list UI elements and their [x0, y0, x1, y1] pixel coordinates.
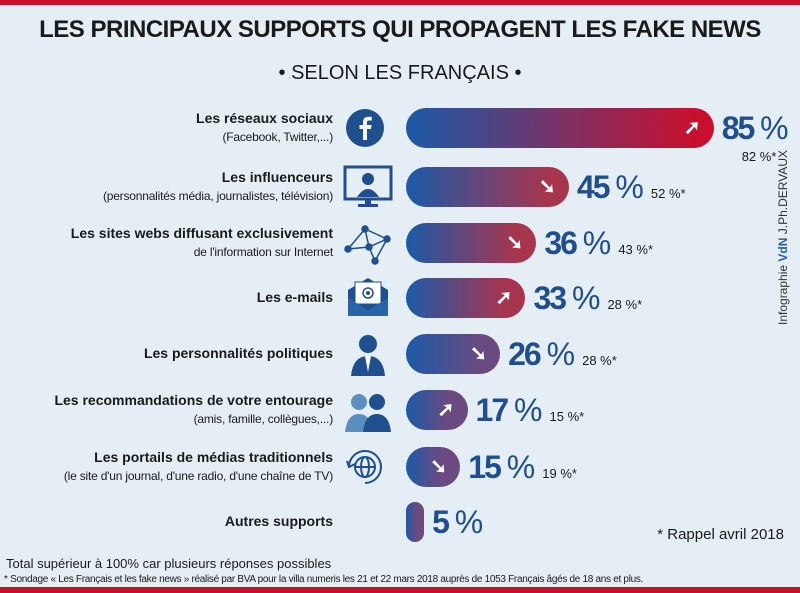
trend-up-arrow-icon: ➚: [683, 117, 701, 139]
previous-value: 15 %*: [549, 409, 585, 424]
row-label: Les influenceurs (personnalités média, jo…: [0, 168, 333, 206]
row-label-main: Autres supports: [224, 513, 333, 529]
credit-author: J.Ph.DERVAUX: [776, 150, 790, 235]
top-accent-bar: [0, 0, 800, 5]
bar: [406, 167, 569, 207]
bar-row: Les réseaux sociaux (Facebook, Twitter,..…: [0, 103, 800, 164]
globe-icon: [343, 445, 393, 489]
bar-row: Les influenceurs (personnalités média, jo…: [0, 162, 800, 212]
politician-icon: [343, 332, 393, 376]
value-label: 36 %: [544, 225, 611, 261]
row-label-main: Les réseaux sociaux: [196, 110, 333, 126]
row-label: Les portails de médias traditionnels (le …: [0, 448, 333, 486]
credit: Infographie VdN J.Ph.DERVAUX: [776, 150, 790, 325]
trend-up-arrow-icon: ➚: [437, 399, 455, 421]
value-label: 45 %: [576, 169, 644, 205]
row-label: Les réseaux sociaux (Facebook, Twitter,..…: [0, 109, 333, 147]
row-label-sub: (le site d'un journal, d'une radio, d'un…: [63, 469, 333, 483]
row-label: Les e-mails: [0, 288, 333, 307]
row-label: Autres supports: [0, 512, 333, 531]
network-icon: [343, 221, 393, 265]
bar: [406, 278, 526, 318]
row-label-sub: (amis, famille, collègues,...): [193, 412, 334, 426]
previous-value: 52 %*: [650, 186, 686, 201]
rappel-note: * Rappel avril 2018: [657, 526, 784, 543]
previous-value: 19 %*: [542, 466, 577, 481]
previous-value: 28 %*: [582, 353, 617, 368]
bottom-accent-bar: [0, 587, 800, 593]
chart-title: LES PRINCIPAUX SUPPORTS QUI PROPAGENT LE…: [39, 16, 761, 43]
row-label-sub: de l'information sur Internet: [193, 245, 333, 259]
value-label: 17 %: [475, 392, 543, 428]
value-label: 33 %: [533, 280, 600, 316]
bar-row: Les personnalités politiques ➘ 26 % 28 %*: [0, 329, 800, 379]
bar-row: Les sites webs diffusant exclusivement de…: [0, 218, 800, 268]
credit-logo: VdN: [776, 237, 790, 262]
value-label: 85 %: [721, 110, 789, 146]
credit-prefix: Infographie: [776, 264, 790, 325]
bar: [406, 502, 425, 542]
previous-value: 28 %*: [607, 297, 643, 312]
bar-row: Les e-mails ➚ 33 % 28 %*: [0, 273, 800, 323]
facebook-icon: [343, 106, 393, 150]
bar-row: Les recommandations de votre entourage (a…: [0, 385, 800, 435]
bar: [406, 447, 461, 487]
bar: [406, 334, 501, 374]
row-label: Les sites webs diffusant exclusivement de…: [0, 224, 333, 262]
trend-down-arrow-icon: ➘: [470, 343, 487, 365]
value-label: 5 %: [432, 504, 483, 540]
bar-row: Les portails de médias traditionnels (le …: [0, 442, 800, 492]
row-label-main: Les personnalités politiques: [143, 345, 333, 361]
previous-value: 43 %*: [618, 242, 654, 257]
people-icon: [343, 388, 393, 432]
bar: [406, 390, 468, 430]
trend-down-arrow-icon: ➘: [538, 176, 556, 198]
row-label: Les personnalités politiques: [0, 344, 333, 363]
row-label-main: Les influenceurs: [221, 169, 333, 185]
bar-row: Autres supports 5 %: [0, 497, 800, 547]
trend-up-arrow-icon: ➚: [495, 287, 513, 309]
total-note: Total supérieur à 100% car plusieurs rép…: [6, 556, 332, 571]
previous-value: 82 %*: [741, 149, 777, 164]
source-note: * Sondage « Les Français et les fake new…: [4, 574, 644, 585]
trend-down-arrow-icon: ➘: [506, 232, 524, 254]
value-label: 26 %: [508, 336, 575, 372]
chart-subtitle: • SELON LES FRANÇAIS •: [278, 62, 522, 84]
row-label-main: Les sites webs diffusant exclusivement: [70, 225, 333, 241]
row-label-sub: (Facebook, Twitter,...): [222, 130, 333, 144]
bar: [406, 108, 714, 148]
row-label-main: Les e-mails: [256, 289, 333, 305]
row-label-main: Les recommandations de votre entourage: [54, 392, 333, 408]
bar: [406, 223, 537, 263]
value-label: 15 %: [468, 449, 535, 485]
row-label-main: Les portails de médias traditionnels: [94, 449, 333, 465]
email-icon: [343, 276, 393, 320]
row-label-sub: (personnalités média, journalistes, télé…: [102, 189, 333, 203]
row-label: Les recommandations de votre entourage (a…: [0, 391, 333, 429]
tv-presenter-icon: [343, 165, 393, 209]
trend-down-arrow-icon: ➘: [430, 456, 448, 478]
